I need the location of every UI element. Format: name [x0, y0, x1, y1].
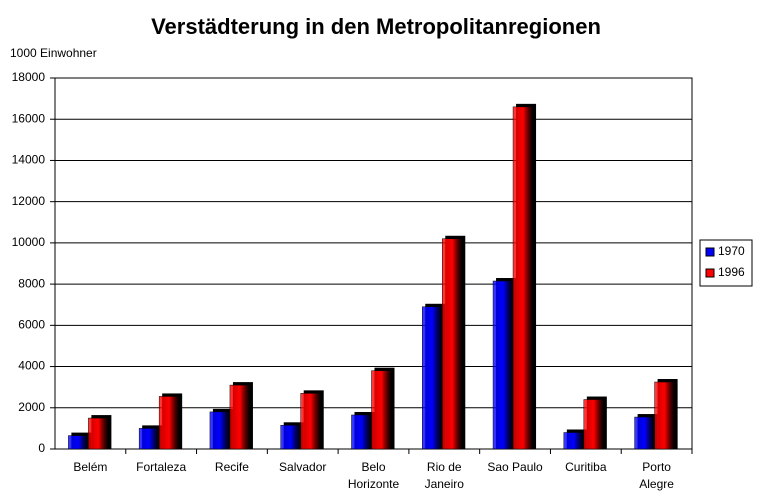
x-tick-label: Belo Horizonte	[347, 460, 400, 491]
bar	[492, 280, 514, 450]
bar	[68, 435, 89, 450]
y-tick-label: 2000	[18, 400, 45, 414]
y-tick-label: 12000	[12, 194, 46, 208]
y-tick-label: 4000	[18, 359, 45, 373]
legend-swatch	[705, 247, 715, 257]
x-tick-label: Curitiba	[565, 460, 607, 474]
x-tick-label: Salvador	[279, 460, 327, 474]
bar	[280, 425, 301, 450]
y-tick-label: 8000	[18, 276, 45, 290]
y-tick-label: 6000	[18, 318, 45, 332]
legend-label: 1970	[718, 244, 745, 258]
x-tick-label: Recife	[214, 460, 249, 474]
y-tick-label: 18000	[12, 70, 46, 84]
x-tick-label: Porto Alegre	[639, 460, 674, 491]
bar	[138, 428, 160, 450]
y-axis-label: 1000 Einwohner	[10, 46, 97, 60]
bar	[229, 384, 251, 450]
bar	[654, 381, 675, 450]
bar	[88, 417, 109, 450]
legend-swatch	[705, 268, 715, 278]
bar	[371, 370, 392, 450]
y-tick-label: 16000	[12, 111, 46, 125]
bar	[583, 399, 605, 450]
bar	[634, 416, 655, 450]
bar	[563, 432, 585, 450]
bar	[209, 411, 231, 450]
x-tick-label: Belém	[73, 460, 108, 474]
bar	[158, 396, 180, 450]
chart-title: Verstädterung in den Metropolitanregione…	[151, 14, 601, 39]
legend-label: 1996	[718, 265, 745, 279]
bar	[512, 106, 534, 450]
x-tick-label: Fortaleza	[136, 460, 187, 474]
bar	[351, 414, 372, 450]
y-tick-label: 0	[38, 441, 45, 455]
bar	[300, 393, 321, 450]
x-tick-label: Rio de Janeiro	[424, 460, 464, 491]
bar	[422, 306, 443, 450]
bar	[442, 238, 463, 450]
y-tick-label: 14000	[12, 153, 46, 167]
x-tick-label: Sao Paulo	[487, 460, 543, 474]
y-tick-label: 10000	[12, 235, 46, 249]
